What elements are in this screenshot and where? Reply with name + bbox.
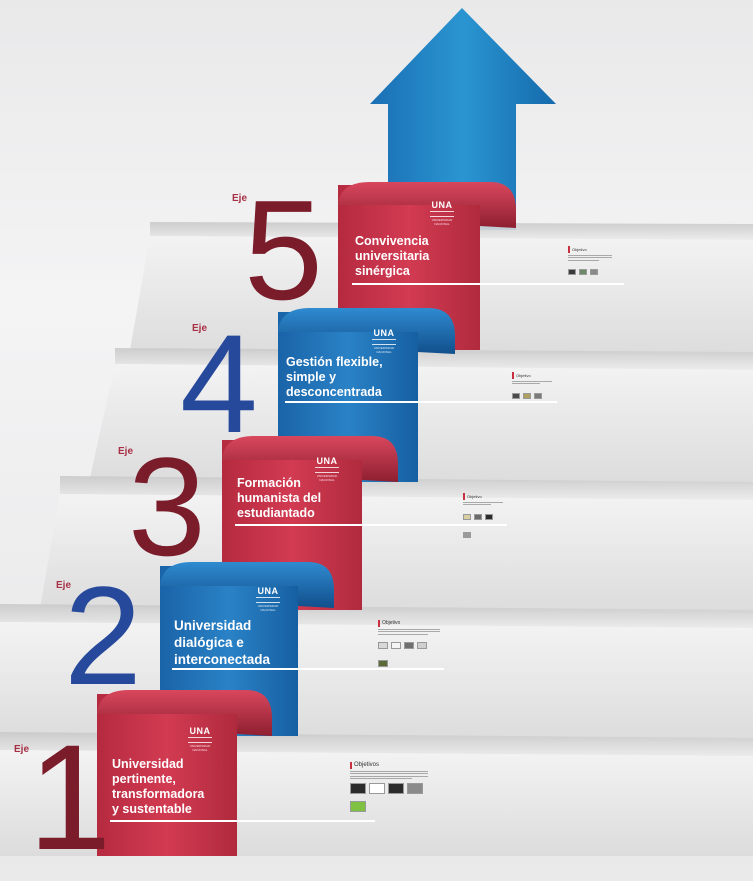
card-swatches [378, 636, 440, 672]
axis-3-thumbnail-card: Objetivo [463, 493, 503, 543]
color-swatch [350, 782, 366, 794]
axis-2-number: 2 [64, 557, 142, 714]
logo-text: UNA [316, 456, 338, 466]
logo-text: UNA [431, 200, 453, 210]
color-swatch [378, 642, 388, 649]
steps-graphic [0, 8, 753, 856]
axis-4-thumbnail-card: Objetivo [512, 372, 552, 404]
logo-text: UNA [373, 328, 395, 338]
axis-4-number: 4 [180, 305, 258, 462]
color-swatch [463, 513, 471, 520]
axis-1-label: Eje [14, 744, 30, 755]
una-logo-1: UNA UNIVERSIDAD NACIONAL [186, 727, 214, 752]
card-heading: Objetivo [568, 246, 612, 253]
color-swatch [512, 392, 520, 399]
logo-subtext: UNIVERSIDAD NACIONAL [373, 346, 395, 354]
axis-3-label: Eje [118, 446, 134, 457]
card-line [378, 628, 440, 630]
card-heading: Objetivos [350, 762, 428, 769]
color-swatch [590, 269, 598, 275]
axis-2-label: Eje [56, 580, 72, 591]
card-line [512, 380, 552, 382]
card-line [568, 259, 599, 261]
color-swatch [485, 513, 493, 520]
axis-4-underline [285, 401, 557, 403]
logo-subtext: UNIVERSIDAD NACIONAL [431, 218, 453, 226]
color-swatch [523, 392, 531, 399]
axis-2-underline [172, 668, 444, 670]
card-line [350, 770, 428, 772]
color-swatch [579, 269, 587, 275]
color-swatch [350, 800, 366, 812]
una-logo-4: UNA UNIVERSIDAD NACIONAL [370, 329, 398, 354]
logo-wave-icon [372, 339, 396, 345]
card-line [568, 254, 612, 256]
axis-1-number: 1 [28, 713, 111, 881]
color-swatch [378, 660, 388, 667]
una-logo-2: UNA UNIVERSIDAD NACIONAL [254, 587, 282, 612]
axis-3-underline [235, 524, 507, 526]
card-line [568, 257, 612, 258]
upward-arrow [370, 8, 556, 230]
logo-subtext: UNIVERSIDAD NACIONAL [257, 604, 279, 612]
axis-5-thumbnail-card: Objetivo [568, 246, 612, 280]
axis-3-title: Formación humanista del estudiantado [237, 476, 322, 520]
axis-1-title: Universidad pertinente, transformadora y… [112, 757, 205, 816]
card-line [350, 773, 428, 774]
axis-5-underline [352, 283, 624, 285]
axis-1-thumbnail-card: Objetivos [350, 762, 428, 817]
card-swatches [512, 386, 552, 404]
color-swatch [388, 782, 404, 794]
axis-3-number: 3 [128, 428, 206, 585]
color-swatch [463, 531, 471, 538]
axis-5-title: Convivencia universitaria sinérgica [355, 234, 430, 278]
color-swatch [404, 642, 414, 649]
logo-wave-icon [315, 467, 339, 473]
logo-wave-icon [188, 737, 212, 743]
card-line [378, 633, 428, 635]
una-logo-3: UNA UNIVERSIDAD NACIONAL [313, 457, 341, 482]
axis-1-underline [110, 820, 375, 822]
axis-5-number: 5 [244, 171, 323, 330]
color-swatch [417, 642, 427, 649]
color-swatch [534, 392, 542, 399]
ribbon-1 [97, 690, 272, 856]
logo-wave-icon [430, 211, 454, 217]
axis-2-thumbnail-card: Objetivo [378, 620, 440, 672]
card-heading: Objetivo [512, 372, 552, 379]
card-swatches [350, 781, 428, 817]
una-logo-5: UNA UNIVERSIDAD NACIONAL [428, 201, 456, 226]
card-line [350, 778, 413, 779]
axis-4-title: Gestión flexible, simple y desconcentrad… [286, 355, 383, 399]
color-swatch [391, 642, 401, 649]
card-swatches [568, 262, 612, 280]
card-heading: Objetivo [463, 493, 503, 500]
logo-wave-icon [256, 597, 280, 603]
color-swatch [568, 269, 576, 275]
logo-subtext: UNIVERSIDAD NACIONAL [316, 474, 338, 482]
color-swatch [407, 782, 423, 794]
card-line [463, 501, 503, 503]
axis-5-label: Eje [232, 193, 248, 204]
card-heading: Objetivo [378, 620, 440, 627]
color-swatch [369, 782, 385, 794]
logo-text: UNA [189, 726, 211, 736]
color-swatch [474, 513, 482, 520]
logo-text: UNA [257, 586, 279, 596]
card-line [463, 504, 491, 505]
card-line [512, 383, 540, 384]
axis-2-title: Universidad dialógica e interconectada [174, 618, 271, 667]
steps-diagram: Eje 5 UNA UNIVERSIDAD NACIONAL Convivenc… [0, 8, 753, 872]
card-line [378, 631, 440, 632]
card-line [350, 775, 428, 777]
axis-4-label: Eje [192, 323, 208, 334]
logo-subtext: UNIVERSIDAD NACIONAL [189, 744, 211, 752]
card-swatches [463, 507, 503, 543]
